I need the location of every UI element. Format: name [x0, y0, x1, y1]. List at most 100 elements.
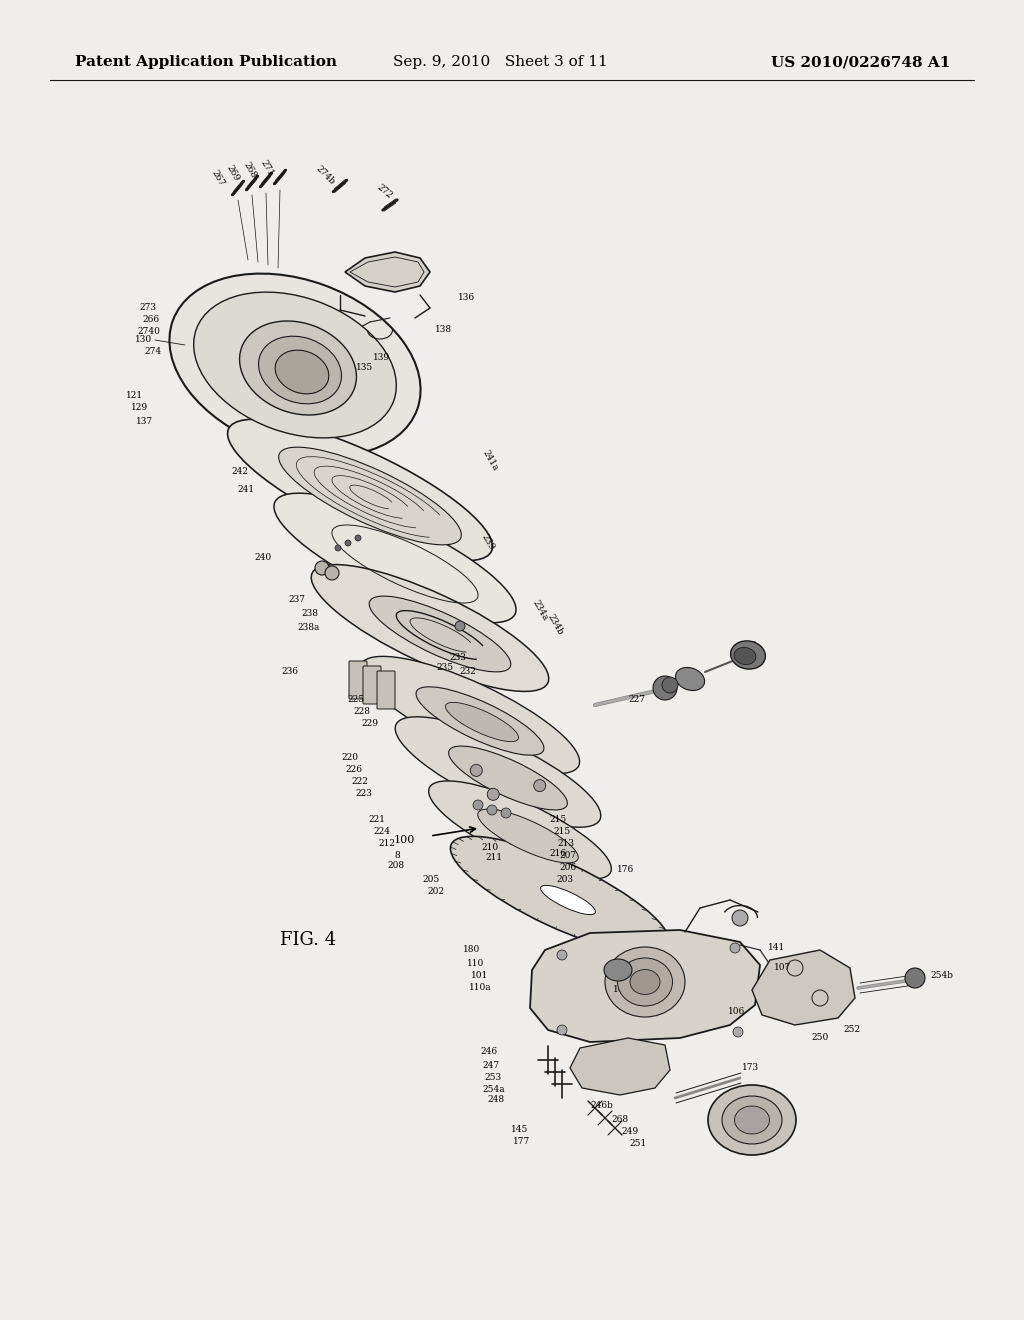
- Text: 242: 242: [231, 467, 248, 477]
- Text: Patent Application Publication: Patent Application Publication: [75, 55, 337, 69]
- Ellipse shape: [734, 1106, 769, 1134]
- Ellipse shape: [240, 321, 356, 414]
- Text: 136: 136: [458, 293, 475, 302]
- Text: 238a: 238a: [298, 623, 319, 631]
- Text: 230: 230: [740, 640, 757, 649]
- Ellipse shape: [708, 1085, 796, 1155]
- Text: 267: 267: [210, 169, 226, 187]
- Text: 110a: 110a: [469, 983, 492, 993]
- Text: 207: 207: [559, 851, 577, 861]
- Text: 139: 139: [374, 354, 390, 363]
- Ellipse shape: [604, 960, 632, 981]
- Text: 177: 177: [513, 1138, 530, 1147]
- Text: 103: 103: [613, 986, 631, 994]
- Ellipse shape: [311, 565, 549, 692]
- Text: 223: 223: [355, 789, 372, 799]
- Ellipse shape: [478, 809, 579, 863]
- Text: 239: 239: [480, 532, 497, 552]
- Text: 220: 220: [341, 754, 358, 763]
- Text: 105: 105: [641, 974, 658, 982]
- Circle shape: [487, 788, 500, 800]
- Text: 226: 226: [345, 766, 362, 775]
- Text: 234b: 234b: [546, 612, 564, 638]
- Polygon shape: [752, 950, 855, 1026]
- Circle shape: [325, 566, 339, 579]
- Text: 101: 101: [471, 972, 488, 981]
- Ellipse shape: [630, 969, 660, 994]
- Text: 241: 241: [238, 486, 255, 495]
- Text: 203: 203: [556, 875, 573, 884]
- Ellipse shape: [258, 337, 341, 404]
- Ellipse shape: [449, 746, 567, 810]
- Text: 107: 107: [774, 964, 792, 973]
- FancyBboxPatch shape: [349, 661, 367, 700]
- Text: 268: 268: [242, 160, 258, 180]
- FancyBboxPatch shape: [377, 671, 395, 709]
- Text: 222: 222: [351, 777, 368, 787]
- Text: 233: 233: [450, 653, 467, 663]
- Text: 247: 247: [483, 1060, 500, 1069]
- Circle shape: [905, 968, 925, 987]
- Text: 211: 211: [485, 854, 503, 862]
- Text: 274b: 274b: [313, 164, 336, 186]
- Ellipse shape: [730, 642, 765, 669]
- Ellipse shape: [360, 656, 580, 774]
- Text: 104: 104: [620, 961, 637, 969]
- Text: 124: 124: [337, 355, 353, 364]
- Text: 202: 202: [427, 887, 444, 896]
- Text: 121: 121: [126, 391, 143, 400]
- Text: 237: 237: [288, 595, 305, 605]
- Text: 180: 180: [463, 945, 480, 954]
- Text: 173: 173: [742, 1064, 759, 1072]
- Circle shape: [487, 805, 497, 814]
- Text: 224: 224: [373, 828, 390, 837]
- Polygon shape: [530, 931, 760, 1041]
- Text: 228: 228: [353, 708, 370, 717]
- Ellipse shape: [722, 1096, 782, 1144]
- Text: 229: 229: [361, 719, 378, 729]
- Text: FIG. 4: FIG. 4: [280, 931, 336, 949]
- Text: 215: 215: [553, 828, 570, 837]
- Text: 212: 212: [378, 840, 395, 849]
- Text: 254b: 254b: [930, 970, 953, 979]
- Ellipse shape: [370, 597, 511, 672]
- Text: 8: 8: [394, 851, 400, 861]
- Text: 110: 110: [467, 958, 484, 968]
- Text: 235: 235: [436, 664, 454, 672]
- Text: 137: 137: [136, 417, 153, 426]
- Text: 234a: 234a: [530, 598, 550, 622]
- Circle shape: [470, 764, 482, 776]
- Text: 208: 208: [388, 862, 406, 870]
- Text: 206: 206: [559, 863, 577, 873]
- Text: 145: 145: [511, 1126, 528, 1134]
- Ellipse shape: [275, 350, 329, 393]
- Circle shape: [534, 780, 546, 792]
- Ellipse shape: [194, 292, 396, 438]
- Text: 249: 249: [622, 1127, 639, 1137]
- Ellipse shape: [279, 447, 462, 545]
- Text: 271: 271: [259, 158, 275, 178]
- Text: 221: 221: [368, 816, 385, 825]
- Ellipse shape: [541, 886, 595, 915]
- Text: 273: 273: [139, 304, 156, 313]
- Text: 205: 205: [423, 875, 440, 884]
- Polygon shape: [570, 1038, 670, 1096]
- Text: 225: 225: [348, 696, 365, 705]
- Text: 130: 130: [135, 335, 152, 345]
- Text: 216: 216: [550, 850, 566, 858]
- Text: 176: 176: [617, 866, 635, 874]
- Ellipse shape: [605, 946, 685, 1016]
- Circle shape: [455, 620, 465, 631]
- Ellipse shape: [445, 702, 518, 742]
- Text: 232: 232: [460, 668, 476, 676]
- Text: 266: 266: [143, 315, 160, 325]
- Circle shape: [473, 800, 483, 810]
- Text: 269: 269: [225, 164, 242, 182]
- Text: 274: 274: [144, 347, 162, 356]
- Circle shape: [557, 1026, 567, 1035]
- Text: 240: 240: [255, 553, 272, 562]
- Text: 246: 246: [481, 1048, 498, 1056]
- Circle shape: [501, 808, 511, 818]
- Circle shape: [355, 535, 361, 541]
- Polygon shape: [345, 252, 430, 292]
